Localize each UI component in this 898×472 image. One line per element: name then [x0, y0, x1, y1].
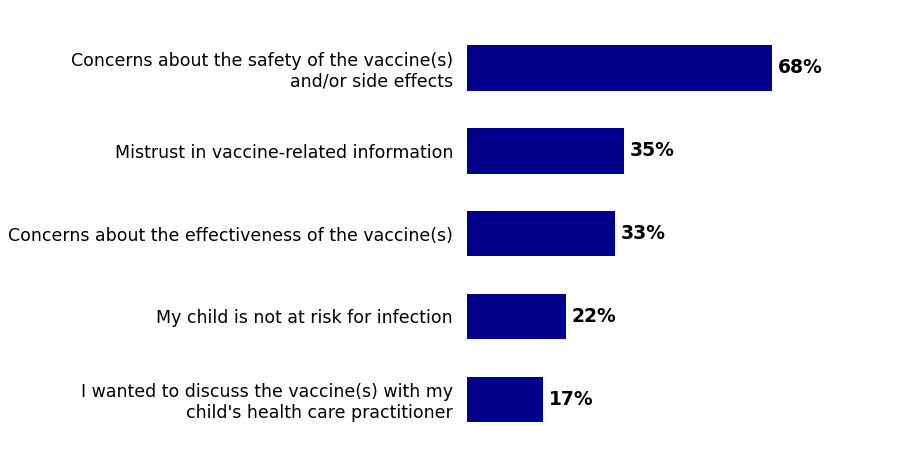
- Text: 17%: 17%: [549, 390, 594, 409]
- Text: 35%: 35%: [629, 141, 674, 160]
- Bar: [467, 45, 772, 91]
- Bar: [467, 294, 566, 339]
- Text: 33%: 33%: [621, 224, 665, 243]
- Bar: [467, 377, 543, 422]
- Bar: [467, 211, 615, 256]
- Bar: [467, 128, 624, 174]
- Text: 22%: 22%: [571, 307, 616, 326]
- Text: 68%: 68%: [778, 59, 823, 77]
